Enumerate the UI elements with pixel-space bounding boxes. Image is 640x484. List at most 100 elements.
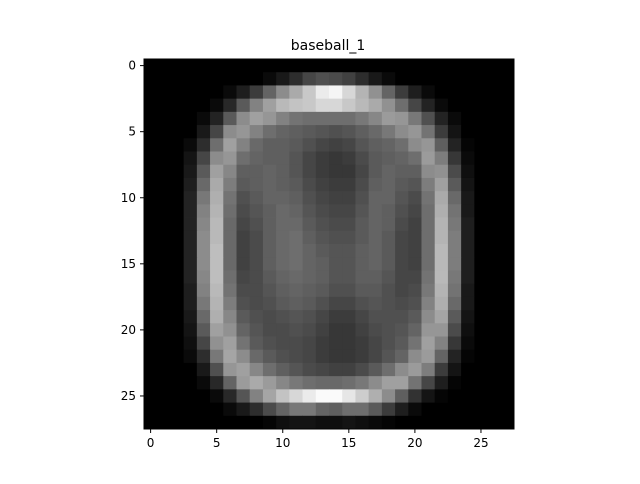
heatmap-cell [249,257,264,271]
heatmap-cell [421,296,436,311]
heatmap-cell [421,244,436,258]
heatmap-cell [329,402,343,417]
heatmap-cell [447,85,462,100]
heatmap-cell [236,59,251,73]
heatmap-cell [170,257,185,271]
heatmap-cell [249,111,264,126]
heatmap-cell [342,376,356,390]
heatmap-cell [315,389,330,403]
heatmap-cell [210,217,224,232]
heatmap-cell [461,389,475,403]
heatmap-cell [368,191,383,205]
heatmap-cell [183,415,198,430]
heatmap-cell [329,349,343,364]
heatmap-cell [223,98,237,113]
heatmap-cell [355,204,370,218]
heatmap-cell [315,349,330,364]
heatmap-cell [196,270,211,285]
heatmap-cell [289,389,303,403]
heatmap-cell [276,125,290,139]
heatmap-cell [487,138,502,152]
heatmap-cell [408,323,422,337]
heatmap-cell [157,257,171,271]
heatmap-cell [395,191,409,205]
heatmap-cell [144,244,158,258]
heatmap-cell [223,217,237,232]
heatmap-cell [315,217,330,232]
heatmap-cell [157,349,171,364]
heatmap-cell [276,257,290,271]
heatmap-cell [329,204,343,218]
heatmap-cell [249,177,264,192]
heatmap-cell [302,270,317,285]
heatmap-cell [210,177,224,192]
heatmap-cell [144,270,158,285]
heatmap-cell [447,59,462,73]
heatmap-cells [144,59,515,430]
heatmap-cell [236,191,251,205]
heatmap-cell [196,283,211,298]
heatmap-cell [395,244,409,258]
heatmap-cell [487,244,502,258]
heatmap-cell [487,125,502,139]
heatmap-cell [249,323,264,337]
heatmap-cell [157,191,171,205]
heatmap-cell [342,177,356,192]
heatmap-cell [342,323,356,337]
heatmap-cell [157,138,171,152]
heatmap-cell [474,244,488,258]
heatmap-cell [183,283,198,298]
heatmap-cell [276,310,290,324]
heatmap-cell [408,415,422,430]
heatmap-cell [461,362,475,377]
heatmap-cell [210,244,224,258]
heatmap-cell [196,177,211,192]
heatmap-cell [170,125,185,139]
heatmap-cell [461,415,475,430]
heatmap-cell [183,204,198,218]
heatmap-cell [183,389,198,403]
heatmap-cell [381,349,396,364]
heatmap-cell [236,349,251,364]
y-tick-label: 0 [128,59,136,73]
heatmap-cell [474,296,488,311]
heatmap-cell [236,257,251,271]
heatmap-cell [157,323,171,337]
heatmap-cell [315,270,330,285]
heatmap-cell [157,164,171,179]
heatmap-cell [487,402,502,417]
heatmap-cell [289,336,303,351]
heatmap-cell [302,349,317,364]
heatmap-cell [144,164,158,179]
heatmap-cell [210,125,224,139]
heatmap-cell [329,376,343,390]
heatmap-cell [183,270,198,285]
heatmap-cell [302,362,317,377]
heatmap-cell [487,296,502,311]
heatmap-cell [381,296,396,311]
heatmap-cell [461,151,475,166]
heatmap-cell [381,59,396,73]
heatmap-cell [408,257,422,271]
heatmap-cell [170,415,185,430]
heatmap-cell [302,257,317,271]
heatmap-cell [461,98,475,113]
heatmap-cell [249,164,264,179]
heatmap-cell [447,415,462,430]
heatmap-cell [434,336,449,351]
heatmap-cell [170,164,185,179]
heatmap-cell [447,204,462,218]
heatmap-cell [144,191,158,205]
heatmap-cell [355,72,370,86]
heatmap-cell [236,376,251,390]
heatmap-cell [236,177,251,192]
heatmap-cell [355,402,370,417]
heatmap-cell [329,164,343,179]
heatmap-cell [276,336,290,351]
heatmap-cell [408,270,422,285]
heatmap-cell [157,415,171,430]
heatmap-cell [395,217,409,232]
heatmap-cell [368,283,383,298]
heatmap-cell [210,204,224,218]
heatmap-cell [355,310,370,324]
